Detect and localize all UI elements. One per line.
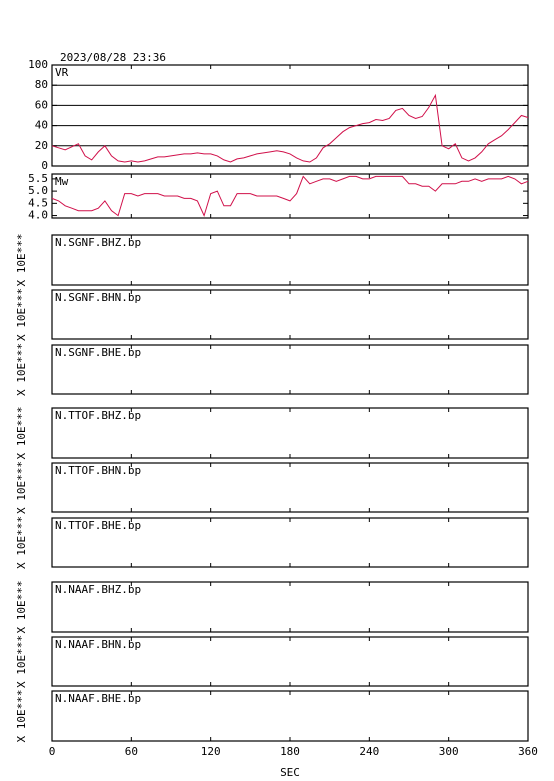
- x-tick-label: 60: [125, 745, 138, 758]
- panel-label: N.NAAF.BHE.bp: [55, 692, 141, 705]
- y-tick-label: 20: [35, 139, 48, 152]
- x-tick-label: 0: [49, 745, 56, 758]
- data-line: [51, 93, 529, 163]
- x-tick-label: 300: [439, 745, 459, 758]
- data-line: [51, 175, 529, 218]
- y-axis-label: X 10E***: [15, 635, 28, 688]
- panel-label: N.SGNF.BHN.bp: [55, 291, 141, 304]
- panel-label: VR: [55, 66, 69, 79]
- y-tick-label: 5.0: [28, 184, 48, 197]
- y-tick-label: 4.0: [28, 209, 48, 222]
- y-tick-label: 0: [41, 159, 48, 172]
- y-axis-label: X 10E***: [15, 288, 28, 341]
- panel-label: N.TTOF.BHZ.bp: [55, 409, 141, 422]
- y-tick-label: 60: [35, 98, 48, 111]
- x-tick-label: 180: [280, 745, 300, 758]
- panel-label: N.SGNF.BHE.bp: [55, 346, 141, 359]
- y-axis-label: X 10E***: [15, 516, 28, 569]
- x-axis-label: SEC: [280, 766, 300, 779]
- y-axis-label: X 10E***: [15, 407, 28, 460]
- panel-label: N.TTOF.BHN.bp: [55, 464, 141, 477]
- y-tick-label: 4.5: [28, 196, 48, 209]
- x-tick-label: 240: [359, 745, 379, 758]
- y-axis-label: X 10E***: [15, 234, 28, 287]
- y-tick-label: 100: [28, 58, 48, 71]
- x-tick-label: 360: [518, 745, 538, 758]
- y-tick-label: 80: [35, 78, 48, 91]
- y-tick-label: 40: [35, 119, 48, 132]
- y-axis-label: X 10E***: [15, 581, 28, 634]
- y-axis-label: X 10E***: [15, 461, 28, 514]
- y-tick-label: 5.5: [28, 172, 48, 185]
- x-tick-label: 120: [201, 745, 221, 758]
- panel-label: N.NAAF.BHZ.bp: [55, 583, 141, 596]
- panel-label: Mw: [55, 175, 69, 188]
- y-axis-label: X 10E***: [15, 343, 28, 396]
- panel-label: N.SGNF.BHZ.bp: [55, 236, 141, 249]
- panel-label: N.NAAF.BHN.bp: [55, 638, 141, 651]
- panel-label: N.TTOF.BHE.bp: [55, 519, 141, 532]
- timestamp: 2023/08/28 23:36: [60, 51, 166, 64]
- y-axis-label: X 10E***: [15, 690, 28, 743]
